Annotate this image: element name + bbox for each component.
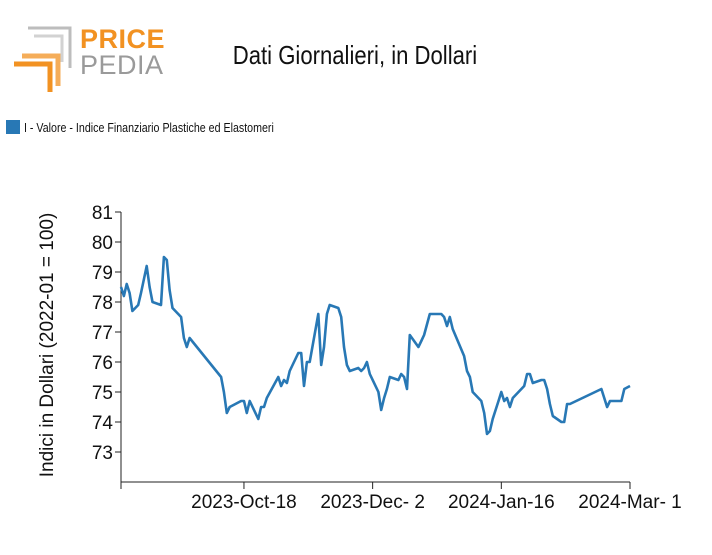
y-tick-label: 81: [92, 203, 113, 224]
legend: I - Valore - Indice Finanziario Plastich…: [6, 119, 329, 135]
chart-title: Dati Giornalieri, in Dollari: [232, 40, 478, 70]
y-tick-label: 74: [92, 413, 114, 434]
y-tick-label: 79: [92, 263, 113, 284]
x-axis: 2023-Oct-18 2023-Dec- 2 2024-Jan-16 2024-Ma…: [120, 481, 682, 513]
y-tick-label: 78: [92, 293, 113, 314]
y-axis-label: Indici in Dollari (2022-01 = 100): [37, 213, 58, 478]
x-tick-label: 2024-Mar- 1: [578, 492, 682, 513]
legend-swatch: [6, 120, 20, 134]
logo-word-price: PRICE: [80, 24, 166, 54]
x-tick-label: 2023-Dec- 2: [320, 492, 425, 513]
y-tick-label: 76: [92, 353, 113, 374]
y-axis: 73 74 75 76 77 78 79 80 81: [92, 203, 122, 482]
pricepedia-logo: PRICE PEDIA: [8, 22, 168, 94]
legend-label: I - Valore - Indice Finanziario Plastich…: [24, 119, 274, 135]
plot-area: [119, 255, 631, 436]
y-tick-label: 80: [92, 233, 113, 254]
logo-word-pedia: PEDIA: [80, 50, 164, 80]
logo-mark-icon: [14, 26, 72, 92]
y-tick-label: 75: [92, 383, 113, 404]
y-tick-label: 77: [92, 323, 113, 344]
x-tick-label: 2023-Oct-18: [191, 492, 297, 513]
series-line: [119, 255, 631, 436]
y-tick-label: 73: [92, 443, 113, 464]
x-tick-label: 2024-Jan-16: [448, 492, 555, 513]
